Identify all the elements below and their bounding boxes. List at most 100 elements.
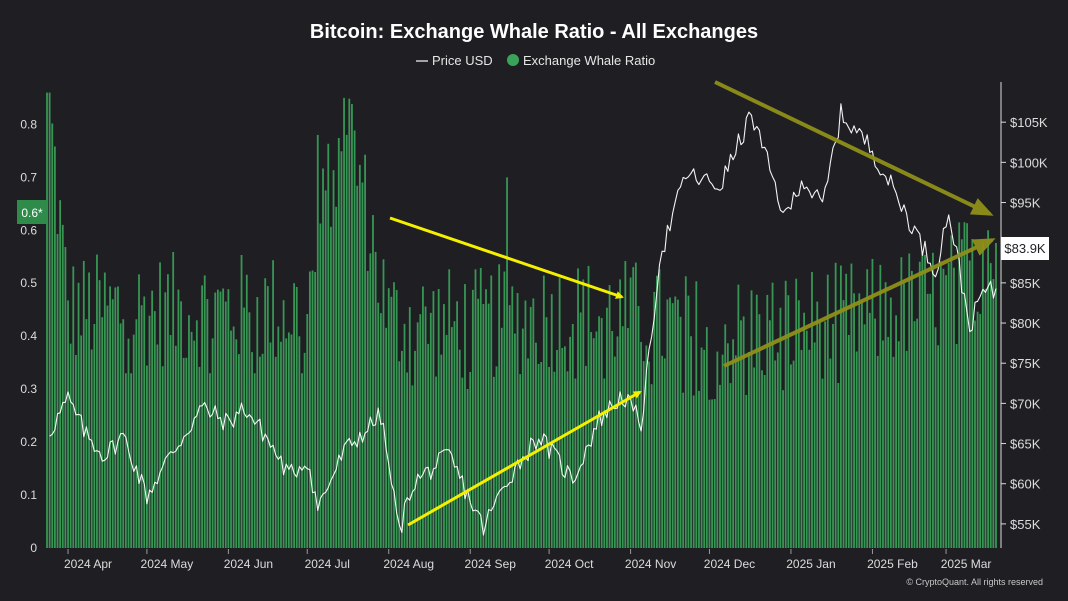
ratio-bar: [140, 305, 143, 548]
ratio-bar: [774, 360, 777, 548]
ratio-bar: [343, 97, 345, 549]
ratio-bar: [913, 321, 916, 548]
ratio-bar: [72, 266, 75, 548]
ratio-bar: [945, 275, 947, 548]
ratio-bar: [429, 312, 432, 548]
ratio-bar: [366, 270, 369, 548]
ratio-bar: [585, 365, 587, 548]
current-ratio-badge-bg: [17, 200, 47, 224]
ratio-bar: [59, 200, 62, 548]
ratio-bar: [861, 301, 863, 548]
ratio-bar: [732, 339, 735, 548]
ratio-bar: [939, 261, 942, 548]
ratio-bar: [755, 294, 758, 548]
ratio-bar: [808, 349, 811, 548]
x-tick-label: 2024 Sep: [465, 557, 517, 571]
ratio-bar: [132, 334, 135, 548]
left-tick-label: 0.4: [20, 329, 37, 343]
ratio-bar: [75, 354, 77, 548]
x-tick-label: 2024 Dec: [704, 557, 755, 571]
ratio-bar: [842, 300, 845, 548]
ratio-bar: [322, 168, 324, 548]
ratio-bar: [895, 315, 898, 548]
x-tick-label: 2024 Jun: [224, 557, 273, 571]
ratio-bar: [469, 371, 472, 548]
ratio-bar: [747, 352, 750, 548]
ratio-bar: [850, 263, 853, 548]
ratio-bar: [529, 306, 532, 548]
right-tick-label: $105K: [1010, 115, 1048, 130]
ratio-bar: [490, 275, 493, 548]
ratio-bar: [253, 373, 256, 548]
ratio-bar: [138, 274, 140, 548]
ratio-bar: [790, 364, 792, 548]
ratio-bar: [280, 341, 282, 548]
right-tick-label: $75K: [1010, 356, 1041, 371]
ratio-bar: [866, 269, 869, 548]
ratio-bar: [879, 264, 882, 548]
ratio-bar: [629, 277, 632, 548]
ratio-bar: [411, 385, 414, 548]
ratio-bar: [684, 276, 687, 548]
legend-ratio-label: Exchange Whale Ratio: [523, 53, 655, 68]
ratio-bar: [692, 395, 695, 548]
ratio-bar: [545, 317, 548, 548]
right-tick-label: $100K: [1010, 155, 1048, 170]
ratio-bar: [966, 223, 968, 548]
left-tick-label: 0.8: [20, 117, 37, 131]
ratio-bar: [613, 356, 616, 548]
ratio-bar: [53, 146, 56, 549]
ratio-bar: [264, 278, 267, 548]
ratio-bar: [766, 294, 769, 548]
ratio-bar: [327, 143, 330, 548]
ratio-bar: [464, 284, 466, 548]
ratio-bar: [214, 292, 217, 548]
ratio-bar: [161, 366, 164, 548]
ratio-bar: [298, 336, 301, 548]
ratio-bar: [485, 289, 487, 548]
ratio-bar: [868, 312, 871, 548]
ratio-bar: [556, 350, 558, 548]
ratio-bar: [666, 299, 669, 548]
ratio-bar: [382, 259, 385, 548]
ratio-bar: [169, 335, 172, 548]
arrow-olive-up: [723, 238, 996, 368]
ratio-bar: [98, 280, 101, 548]
ratio-bar: [892, 356, 895, 548]
ratio-bar: [506, 177, 508, 548]
ratio-bar: [776, 352, 779, 548]
ratio-bar: [750, 290, 753, 548]
ratio-bar: [261, 353, 264, 548]
ratio-bar: [127, 338, 130, 548]
ratio-bar: [708, 399, 711, 548]
ratio-bar: [616, 336, 619, 548]
ratio-bar: [784, 280, 787, 548]
ratio-bar: [987, 230, 990, 549]
ratio-bar: [419, 314, 422, 548]
ratio-bar: [143, 296, 146, 548]
ratio-bar: [77, 282, 80, 548]
ratio-bar: [829, 358, 832, 548]
ratio-bar: [201, 285, 203, 548]
ratio-bar: [603, 378, 606, 548]
ratio-bar: [222, 288, 225, 548]
current-price-badge: $83.9K: [1001, 237, 1049, 260]
ratio-bar: [847, 334, 850, 548]
ratio-bar: [48, 92, 51, 548]
ratio-bar: [306, 314, 309, 548]
current-price-badge-bg: [1001, 237, 1049, 260]
ratio-bar: [571, 323, 574, 548]
ratio-bar: [577, 268, 579, 548]
ratio-bar: [540, 362, 543, 548]
ratio-bar: [753, 367, 756, 548]
right-tick-label: $70K: [1010, 396, 1041, 411]
ratio-bar: [569, 336, 572, 548]
arrow-yellow-down: [389, 216, 624, 299]
left-tick-label: 0.3: [20, 382, 37, 396]
legend-price-label: Price USD: [432, 53, 493, 68]
right-tick-label: $60K: [1010, 477, 1041, 492]
ratio-bar: [713, 399, 716, 548]
x-axis-ticks: 2024 Apr 2024 May 2024 Jun 2024 Jul 2024 Aug…: [64, 549, 991, 571]
ratio-bar: [721, 354, 724, 548]
ratio-bar: [403, 323, 406, 548]
